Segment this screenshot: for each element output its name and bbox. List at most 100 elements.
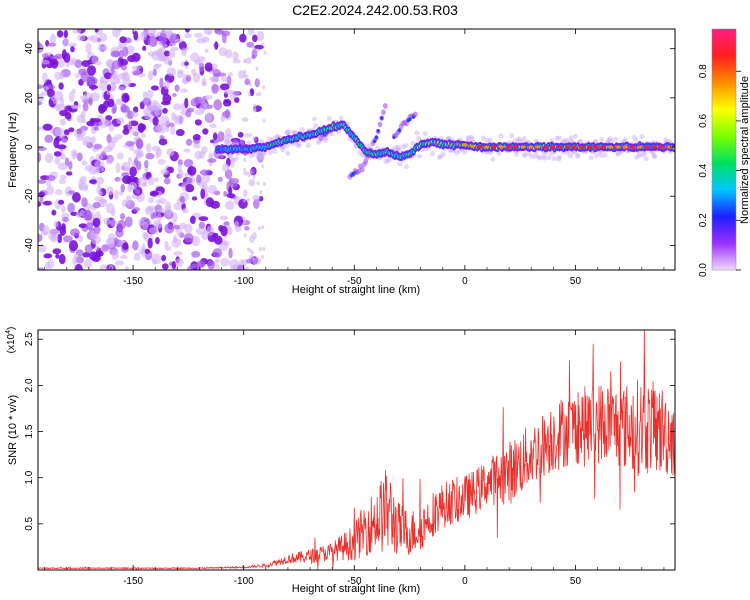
- noise-blob: [219, 215, 229, 221]
- ridge-halo: [599, 137, 605, 143]
- noise-blob: [121, 199, 127, 207]
- ridge-halo: [456, 148, 462, 154]
- noise-blob: [57, 199, 65, 205]
- noise-blob: [71, 88, 76, 94]
- noise-blob: [61, 212, 70, 219]
- ridge-peak: [601, 145, 606, 149]
- noise-blob: [262, 118, 266, 123]
- ridge-halo: [602, 152, 608, 158]
- noise-blob: [75, 256, 85, 264]
- ridge-peak: [469, 144, 475, 148]
- noise-blob: [201, 230, 209, 241]
- noise-blob: [147, 29, 157, 37]
- noise-blob: [243, 157, 247, 162]
- noise-blob: [124, 266, 130, 270]
- noise-blob: [224, 128, 232, 138]
- ridge-halo: [560, 138, 566, 144]
- noise-blob: [42, 53, 49, 59]
- ridge-peak: [652, 145, 658, 149]
- noise-blob: [173, 251, 183, 256]
- noise-blob: [147, 51, 157, 57]
- noise-blob: [255, 66, 259, 71]
- noise-blob: [243, 171, 249, 176]
- noise-blob: [221, 33, 227, 44]
- noise-blob: [166, 67, 177, 77]
- ridge-halo: [484, 138, 490, 144]
- noise-blob: [94, 160, 102, 170]
- noise-blob: [174, 84, 180, 92]
- ridge-halo: [395, 144, 401, 150]
- ridge-halo: [284, 130, 290, 136]
- ridge-peak: [513, 145, 519, 149]
- ridge-peak: [462, 142, 468, 147]
- noise-blob: [142, 97, 152, 106]
- noise-blob: [204, 94, 213, 100]
- noise-blob: [78, 223, 88, 229]
- noise-blob: [58, 82, 64, 90]
- noise-blob: [85, 222, 94, 230]
- noise-blob: [122, 46, 129, 58]
- noise-blob: [90, 91, 100, 102]
- noise-blob: [248, 178, 256, 187]
- ridge-halo: [594, 153, 600, 159]
- noise-blob: [247, 29, 255, 36]
- noise-blob: [81, 160, 88, 166]
- colorbar-gradient: [712, 29, 736, 270]
- noise-blob: [63, 52, 71, 63]
- noise-blob: [69, 228, 80, 237]
- ridge-halo: [615, 150, 621, 156]
- noise-blob: [261, 41, 265, 46]
- noise-blob: [155, 237, 160, 245]
- noise-blob: [57, 103, 66, 111]
- ridge-halo: [403, 143, 409, 149]
- ridge-branch: [377, 121, 383, 128]
- ridge-halo: [516, 138, 522, 144]
- noise-blob: [43, 253, 53, 259]
- ridge-halo: [396, 147, 402, 153]
- ridge-halo: [563, 137, 569, 143]
- ridge-halo: [387, 157, 393, 163]
- noise-blob: [128, 181, 137, 191]
- noise-blob: [253, 198, 260, 209]
- noise-blob: [198, 216, 209, 222]
- top-x-tick-label: -50: [347, 276, 362, 287]
- noise-blob: [88, 179, 97, 184]
- noise-blob: [38, 84, 44, 89]
- noise-blob: [64, 111, 72, 120]
- noise-blob: [70, 104, 78, 110]
- noise-blob: [80, 110, 86, 120]
- noise-blob: [122, 242, 129, 251]
- noise-blob: [207, 259, 216, 270]
- noise-blob: [185, 138, 193, 146]
- noise-blob: [234, 97, 240, 103]
- noise-blob: [46, 174, 56, 182]
- ridge-halo: [280, 147, 286, 153]
- noise-blob: [148, 197, 155, 204]
- noise-blob: [95, 153, 103, 161]
- noise-blob: [248, 82, 252, 87]
- noise-blob: [42, 200, 53, 206]
- ridge-branch: [381, 109, 386, 116]
- ridge-halo: [227, 153, 233, 159]
- noise-blob: [157, 208, 167, 213]
- noise-blob: [55, 253, 60, 259]
- noise-blob: [213, 29, 222, 33]
- noise-blob: [211, 63, 218, 71]
- ridge-halo: [554, 136, 560, 142]
- ridge-halo: [410, 140, 416, 146]
- noise-blob: [92, 168, 101, 174]
- ridge-halo: [599, 153, 605, 159]
- noise-blob: [144, 159, 149, 169]
- noise-blob: [91, 118, 101, 123]
- ridge-halo: [296, 143, 302, 149]
- noise-blob: [81, 141, 90, 146]
- ridge-halo: [322, 138, 328, 144]
- noise-blob: [170, 112, 177, 121]
- noise-blob: [149, 227, 157, 234]
- noise-blob: [115, 162, 121, 174]
- noise-blob: [254, 44, 264, 50]
- noise-blob: [218, 155, 226, 160]
- noise-blob: [161, 254, 167, 262]
- noise-blob: [255, 92, 259, 97]
- colorbar-ticks: 0.0 0.2 0.4 0.6 0.8: [698, 64, 741, 277]
